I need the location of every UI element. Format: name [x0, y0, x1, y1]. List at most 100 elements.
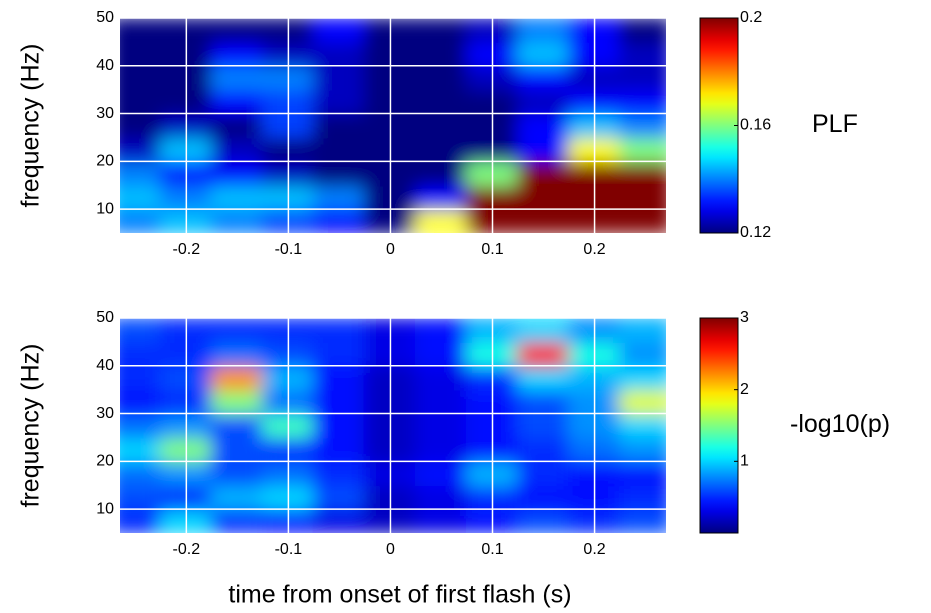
heat-cell	[210, 318, 264, 343]
heat-cell	[210, 136, 264, 163]
heat-cell	[517, 388, 571, 415]
heat-cell	[414, 436, 468, 463]
heat-cell	[619, 388, 666, 415]
heat-cell	[120, 160, 162, 187]
heat-cell	[517, 484, 571, 511]
heat-cell	[619, 412, 666, 439]
heat-cell	[120, 88, 162, 115]
colorbar	[699, 17, 739, 234]
heat-cell	[312, 340, 366, 367]
y-tick-label: 30	[96, 105, 114, 122]
heat-cell	[619, 364, 666, 391]
heat-cell	[619, 184, 666, 211]
heat-cell	[312, 318, 366, 343]
heat-cell	[210, 460, 264, 487]
heat-cell	[312, 18, 366, 43]
heat-cell	[312, 160, 366, 187]
colorbar-tick-label: 0.12	[740, 224, 771, 241]
y-tick-label: 50	[96, 9, 114, 26]
heat-cell	[517, 460, 571, 487]
heat-cell	[312, 64, 366, 91]
heat-cell	[120, 484, 162, 511]
heat-cell	[312, 40, 366, 67]
heat-cell	[517, 340, 571, 367]
heat-cell	[210, 184, 264, 211]
heat-cell	[120, 208, 162, 233]
heat-cell	[120, 364, 162, 391]
heat-cell	[120, 18, 162, 43]
heat-cell	[210, 112, 264, 139]
x-tick-label: 0	[386, 541, 395, 558]
heat-cell	[120, 436, 162, 463]
heat-cell	[414, 136, 468, 163]
heat-cell	[619, 18, 666, 43]
heat-cell	[517, 112, 571, 139]
heat-cell	[120, 460, 162, 487]
heat-cell	[312, 112, 366, 139]
heat-cell	[120, 340, 162, 367]
y-tick-label: 20	[96, 453, 114, 470]
heat-cell	[312, 364, 366, 391]
heat-cell	[210, 436, 264, 463]
heat-cell	[619, 484, 666, 511]
heat-cell	[517, 88, 571, 115]
heat-cell	[517, 40, 571, 67]
heat-cell	[619, 136, 666, 163]
heat-cell	[414, 40, 468, 67]
heat-cell	[619, 460, 666, 487]
heat-cell	[120, 136, 162, 163]
y-tick-label: 50	[96, 309, 114, 326]
heat-cell	[414, 112, 468, 139]
heat-cell	[210, 388, 264, 415]
heat-cell	[619, 64, 666, 91]
heat-cell	[312, 136, 366, 163]
colorbar-tick-label: 0.2	[740, 9, 762, 26]
heat-cell	[414, 340, 468, 367]
heat-cell	[210, 484, 264, 511]
x-tick-label: 0.1	[481, 541, 503, 558]
heat-cell	[517, 64, 571, 91]
heat-cell	[120, 112, 162, 139]
colorbar-label: -log10(p)	[790, 410, 890, 438]
x-tick-label: -0.1	[275, 541, 303, 558]
y-tick-label: 30	[96, 405, 114, 422]
heat-cell	[210, 160, 264, 187]
heat-cell	[414, 508, 468, 533]
x-tick-label: -0.2	[173, 241, 201, 258]
x-tick-label: -0.1	[275, 241, 303, 258]
x-axis-label: time from onset of first flash (s)	[228, 581, 571, 609]
heat-cell	[210, 40, 264, 67]
y-axis-label: frequency (Hz)	[17, 44, 45, 208]
heat-cell	[517, 18, 571, 43]
heat-cell	[517, 436, 571, 463]
heat-cell	[619, 318, 666, 343]
heat-cell	[120, 64, 162, 91]
heat-cell	[517, 318, 571, 343]
heat-cell	[210, 340, 264, 367]
heat-cell	[414, 318, 468, 343]
colorbar-tick-label: 2	[740, 381, 749, 398]
heat-cell	[619, 160, 666, 187]
colorbar-tick-label: 0.16	[740, 117, 771, 134]
heat-cell	[414, 208, 468, 233]
heat-cell	[619, 340, 666, 367]
heat-cell	[120, 40, 162, 67]
heat-cell	[517, 508, 571, 533]
colorbar-tick-label: 3	[740, 309, 749, 326]
x-tick-label: 0	[386, 241, 395, 258]
heat-cell	[414, 88, 468, 115]
heat-cell	[619, 436, 666, 463]
x-tick-label: 0.1	[481, 241, 503, 258]
heat-cell	[312, 484, 366, 511]
colorbar	[699, 317, 739, 534]
colorbar-tick-label: 1	[740, 453, 749, 470]
heat-cell	[619, 88, 666, 115]
heat-cell	[210, 412, 264, 439]
heat-cell	[414, 484, 468, 511]
heat-cell	[517, 136, 571, 163]
heat-cell	[210, 364, 264, 391]
heat-cell	[414, 18, 468, 43]
x-tick-label: 0.2	[583, 541, 605, 558]
heat-cell	[312, 184, 366, 211]
heat-cell	[312, 88, 366, 115]
